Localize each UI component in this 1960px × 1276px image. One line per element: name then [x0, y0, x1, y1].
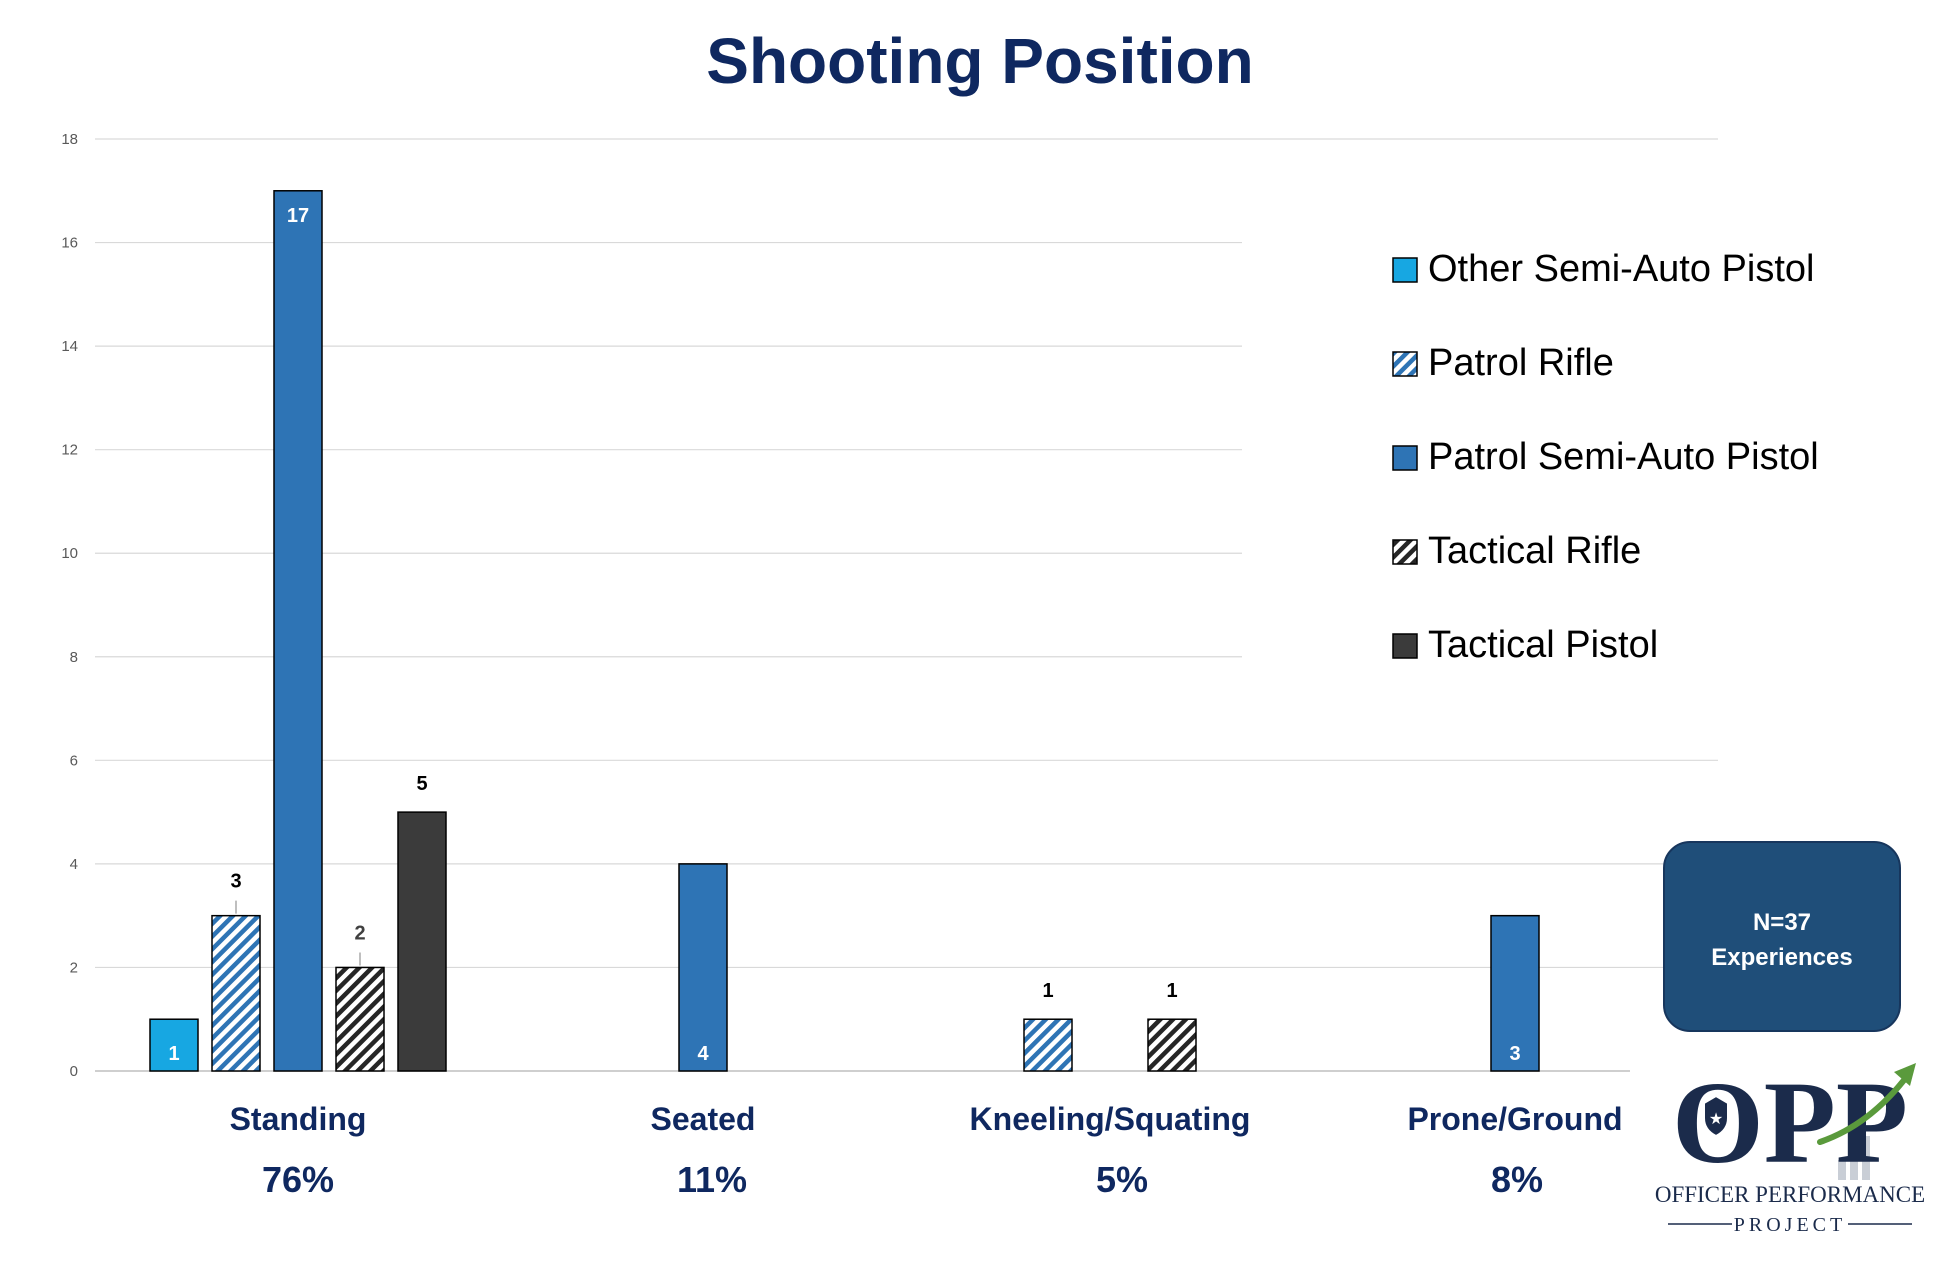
callout-line-experiences: Experiences — [1711, 944, 1852, 971]
y-tick-label: 18 — [61, 131, 78, 148]
bars — [149, 190, 1540, 1072]
legend-label: Patrol Rifle — [1428, 342, 1614, 384]
y-tick-label: 0 — [70, 1063, 78, 1080]
category-label: Standing — [230, 1101, 367, 1137]
data-label: 4 — [697, 1043, 709, 1065]
category-percent-label: 11% — [677, 1159, 747, 1200]
data-label: 17 — [287, 205, 309, 227]
legend: Other Semi-Auto Pistol Patrol Rifle Patrol… — [1392, 248, 1819, 666]
y-tick-label: 4 — [70, 856, 78, 873]
bar-tactical-rifle — [335, 966, 385, 1072]
callout-box — [1663, 841, 1901, 1032]
police-badge-icon: ★ — [1703, 1094, 1729, 1138]
y-tick-label: 8 — [70, 649, 78, 666]
category-label: Seated — [651, 1101, 756, 1137]
legend-label: Patrol Semi-Auto Pistol — [1428, 436, 1819, 478]
svg-text:★: ★ — [1709, 1109, 1723, 1128]
data-label: 2 — [354, 922, 365, 944]
callout-line-n: N=37 — [1753, 909, 1811, 936]
logo-bar-mark — [1838, 1160, 1846, 1180]
bar-tactical-rifle — [1147, 1018, 1197, 1072]
logo-bar-mark — [1862, 1136, 1870, 1180]
legend-swatch — [1392, 257, 1418, 283]
logo-background — [1630, 1052, 1942, 1252]
sample-size-callout: N=37 Experiences — [1663, 841, 1901, 1032]
y-tick-label: 6 — [70, 752, 78, 769]
category-label: Prone/Ground — [1407, 1101, 1622, 1137]
data-label: 5 — [416, 773, 427, 795]
logo-text-line1: OFFICER PERFORMANCE — [1655, 1182, 1925, 1207]
bar-patrol-rifle — [1023, 1018, 1073, 1072]
legend-label: Other Semi-Auto Pistol — [1428, 248, 1814, 290]
bar-patrol-rifle — [211, 914, 261, 1072]
legend-label: Tactical Pistol — [1428, 624, 1658, 666]
legend-swatch — [1392, 539, 1418, 565]
y-tick-label: 2 — [70, 959, 78, 976]
bar-tactical-pistol — [397, 811, 447, 1072]
data-label: 3 — [1509, 1043, 1520, 1065]
bar-patrol-semi-auto-pistol — [1490, 914, 1540, 1072]
category-percent-label: 76% — [262, 1159, 334, 1200]
data-label: 1 — [1166, 980, 1177, 1002]
y-tick-label: 12 — [61, 442, 78, 459]
legend-swatch — [1392, 633, 1418, 659]
legend-label: Tactical Rifle — [1428, 530, 1641, 572]
category-label: Kneeling/Squating — [970, 1101, 1251, 1137]
bar-other-semi-auto-pistol — [149, 1018, 199, 1072]
legend-swatch — [1392, 445, 1418, 471]
logo-text-line2: PROJECT — [1734, 1214, 1846, 1236]
category-percent-label: 5% — [1096, 1159, 1148, 1200]
logo-bar-mark — [1850, 1148, 1858, 1180]
data-label: 1 — [168, 1043, 179, 1065]
category-labels: Standing 76% Seated 11% Kneeling/Squating 5% P… — [230, 1101, 1623, 1200]
bar-patrol-semi-auto-pistol — [678, 863, 728, 1072]
growth-arrow-icon — [1817, 1063, 1916, 1145]
data-label: 1 — [1042, 980, 1053, 1002]
y-axis-ticks: 0 2 4 6 8 10 12 14 16 18 — [61, 131, 78, 1080]
y-tick-label: 10 — [61, 545, 78, 562]
y-tick-label: 14 — [61, 338, 78, 355]
category-percent-label: 8% — [1491, 1159, 1543, 1200]
legend-swatch — [1392, 351, 1418, 377]
bar-patrol-semi-auto-pistol — [273, 190, 323, 1072]
y-tick-label: 16 — [61, 235, 78, 252]
chart-title: Shooting Position — [706, 25, 1253, 97]
opp-logo: OPP ★ OFFICER PERFORMANCE PROJECT — [1630, 1052, 1942, 1252]
data-labels: 1 3 1 17 4 3 2 1 5 — [168, 205, 1520, 1065]
data-label: 3 — [230, 871, 241, 893]
